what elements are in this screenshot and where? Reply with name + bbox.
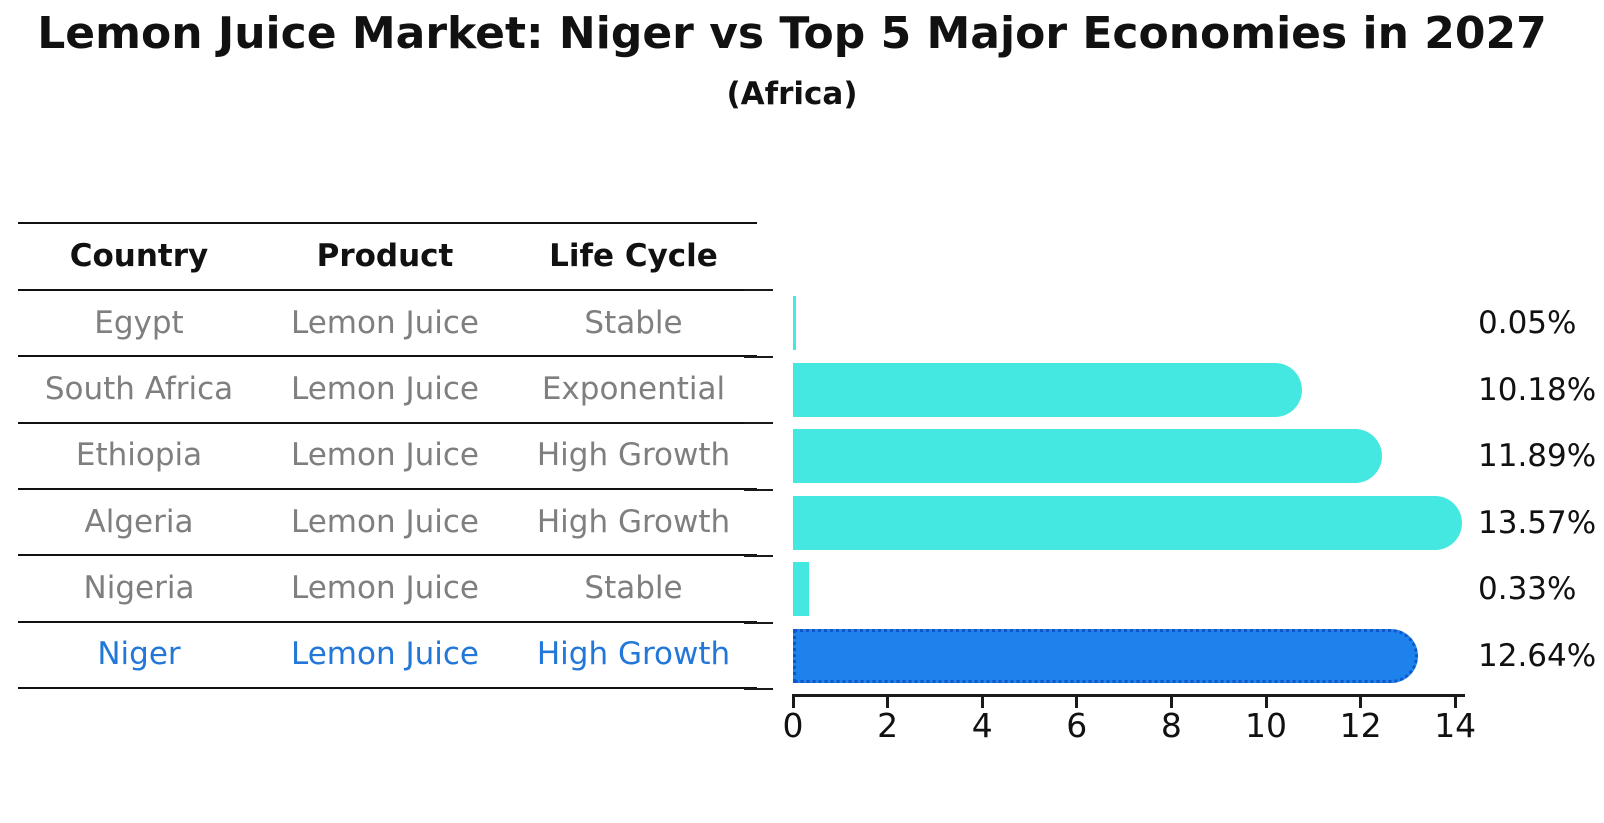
y-axis-tick: [744, 488, 773, 491]
x-axis-tick-4: [980, 694, 984, 708]
table-cell-country: Algeria: [84, 503, 194, 540]
x-axis-tick-label-10: 10: [1245, 706, 1287, 745]
x-axis-tick-label-0: 0: [782, 706, 804, 745]
x-axis-tick-8: [1169, 694, 1173, 708]
country-table: Country Product Life Cycle Egypt Lemon Ju…: [18, 222, 757, 689]
bar-south-africa: [793, 362, 1302, 417]
x-axis-tick-label-14: 14: [1434, 706, 1477, 745]
x-axis-tick-label-8: 8: [1160, 706, 1182, 745]
x-axis-tick-label-4: 4: [971, 706, 993, 745]
table-row-egypt: Egypt Lemon Juice Stable: [18, 289, 757, 355]
table-cell-product: Lemon Juice: [291, 503, 479, 540]
table-cell-product: Lemon Juice: [291, 437, 479, 474]
table-body: Egypt Lemon Juice Stable South Africa Lemon …: [18, 289, 757, 687]
value-label-south-africa: 10.18%: [1478, 371, 1597, 408]
x-axis-tick-14: [1453, 694, 1457, 708]
y-axis-tick: [744, 422, 773, 424]
value-label-algeria: 13.57%: [1478, 504, 1597, 541]
y-axis-tick: [744, 555, 773, 557]
table-row-south-africa: South Africa Lemon Juice Exponential: [18, 355, 757, 421]
x-axis-tick-10: [1264, 694, 1268, 708]
x-axis-line: [793, 694, 1465, 697]
x-axis-tick-label-12: 12: [1339, 706, 1382, 745]
table-cell-life-cycle: Stable: [584, 304, 683, 341]
y-axis-tick: [744, 289, 773, 291]
table-header-product: Product: [316, 238, 454, 274]
table-cell-country: South Africa: [44, 370, 234, 407]
value-label-ethiopia: 11.89%: [1478, 438, 1597, 475]
table-cell-life-cycle: Exponential: [541, 370, 726, 407]
figure-title: Lemon Juice Market: Niger vs Top 5 Major…: [37, 8, 1547, 59]
table-cell-product: Lemon Juice: [291, 370, 479, 407]
table-row-algeria: Algeria Lemon Juice High Growth: [18, 487, 757, 554]
x-axis-tick-0: [791, 694, 795, 708]
table-header-row: Country Product Life Cycle: [18, 222, 757, 289]
table-cell-country: Nigeria: [83, 569, 195, 606]
table-cell-life-cycle: High Growth: [536, 636, 731, 673]
x-axis-tick-label-2: 2: [877, 706, 899, 745]
table-row-niger: Niger Lemon Juice High Growth: [18, 620, 757, 687]
table-cell-life-cycle: High Growth: [536, 437, 731, 474]
value-label-nigeria: 0.33%: [1478, 571, 1577, 608]
table-cell-country: Egypt: [94, 304, 184, 341]
bar-algeria: [793, 495, 1462, 550]
table-cell-product: Lemon Juice: [291, 569, 479, 606]
bar-niger: [793, 628, 1418, 683]
x-axis-tick-6: [1075, 694, 1079, 708]
bar-egypt: [793, 296, 796, 351]
y-axis-tick: [744, 688, 773, 690]
table-header-life-cycle: Life Cycle: [549, 238, 718, 274]
table-row-nigeria: Nigeria Lemon Juice Stable: [18, 554, 757, 620]
table-row-ethiopia: Ethiopia Lemon Juice High Growth: [18, 421, 757, 488]
table-cell-product: Lemon Juice: [291, 636, 479, 673]
x-axis-tick-12: [1359, 694, 1363, 708]
x-axis-tick-2: [886, 694, 890, 708]
table-cell-life-cycle: High Growth: [536, 503, 731, 540]
x-axis-tick-label-6: 6: [1066, 706, 1088, 745]
value-label-egypt: 0.05%: [1478, 305, 1577, 342]
table-header-country: Country: [69, 238, 209, 274]
y-axis-tick: [744, 355, 773, 358]
bar-ethiopia: [793, 429, 1383, 484]
bar-nigeria: [793, 562, 809, 617]
table-cell-country: Ethiopia: [75, 437, 203, 474]
y-axis-tick: [744, 621, 773, 624]
table-cell-country: Niger: [97, 636, 181, 673]
table-cell-life-cycle: Stable: [584, 569, 683, 606]
figure-subtitle: (Africa): [726, 76, 858, 112]
value-label-niger: 12.64%: [1478, 637, 1597, 674]
table-cell-product: Lemon Juice: [291, 304, 479, 341]
